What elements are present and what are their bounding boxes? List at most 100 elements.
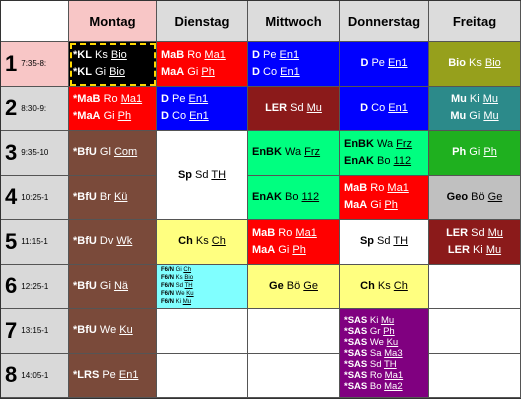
period-1: 1 7:35-8: bbox=[1, 42, 69, 87]
corner-cell bbox=[1, 1, 69, 42]
room: Ku bbox=[119, 324, 133, 337]
empty-slot[interactable] bbox=[429, 264, 521, 309]
lesson-line: *SAS Ki Mu bbox=[344, 315, 424, 326]
lesson-line: MaB Ro Ma1 bbox=[252, 225, 335, 242]
teacher: Wa bbox=[281, 146, 305, 159]
day-header-donnerstag[interactable]: Donnerstag bbox=[340, 1, 429, 42]
teacher: Co bbox=[168, 110, 190, 123]
room: Ph bbox=[383, 325, 395, 337]
lesson-do-4[interactable]: MaB Ro Ma1 MaA Gi Ph bbox=[340, 175, 429, 220]
lesson-line: LER Sd Mu bbox=[446, 225, 503, 242]
empty-slot[interactable] bbox=[429, 353, 521, 398]
lesson-mo-3[interactable]: *BfU Gl Com bbox=[69, 131, 157, 176]
lesson-fr-1[interactable]: Bio Ks Bio bbox=[429, 42, 521, 87]
teacher: Bö bbox=[283, 279, 304, 292]
teacher: Ro bbox=[100, 93, 121, 106]
lesson-line: Sp Sd TH bbox=[360, 233, 408, 250]
lesson-line: D Co En1 bbox=[252, 64, 335, 81]
period-time: 14:05-1 bbox=[21, 370, 49, 380]
room: 112 bbox=[301, 190, 320, 203]
subject: EnBK bbox=[344, 137, 374, 150]
subject: F6/N bbox=[161, 283, 175, 290]
teacher: Ki bbox=[367, 314, 381, 326]
lesson-do-7-8[interactable]: *SAS Ki Mu *SAS Gr Ph *SAS We Ku *SAS Sa Ma… bbox=[340, 309, 429, 398]
period-number: 3 bbox=[5, 139, 18, 165]
room: Frz bbox=[396, 137, 413, 150]
lesson-di-2[interactable]: D Pe En1 D Co En1 bbox=[157, 86, 248, 131]
subject: Mu bbox=[450, 110, 467, 123]
lesson-di-1[interactable]: MaB Ro Ma1 MaA Gi Ph bbox=[157, 42, 248, 87]
lesson-mi-5[interactable]: MaB Ro Ma1 MaA Gi Ph bbox=[248, 220, 340, 265]
day-header-dienstag[interactable]: Dienstag bbox=[157, 1, 248, 42]
teacher: Dv bbox=[96, 235, 117, 248]
lesson-line: *BfU Gl Com bbox=[73, 144, 152, 161]
lesson-mo-8[interactable]: *LRS Pe En1 bbox=[69, 353, 157, 398]
teacher: Sd bbox=[374, 235, 394, 248]
lesson-mo-1[interactable]: *KL Ks Bio *KL Gi Bio bbox=[69, 42, 157, 87]
lesson-di-3-4[interactable]: Sp Sd TH bbox=[157, 131, 248, 220]
empty-slot[interactable] bbox=[248, 353, 340, 398]
room: Ph bbox=[483, 146, 497, 159]
lesson-line: EnAK Bo 112 bbox=[252, 189, 335, 206]
room: En1 bbox=[279, 48, 300, 61]
teacher: Pe bbox=[368, 57, 388, 70]
empty-slot[interactable] bbox=[429, 309, 521, 354]
room: Nä bbox=[113, 279, 129, 292]
subject: D bbox=[161, 110, 169, 123]
day-header-freitag[interactable]: Freitag bbox=[429, 1, 521, 42]
teacher: Gi bbox=[100, 110, 118, 123]
period-number: 2 bbox=[5, 95, 18, 121]
teacher: Ks bbox=[374, 279, 394, 292]
subject: Bio bbox=[448, 57, 466, 70]
empty-slot[interactable] bbox=[157, 353, 248, 398]
lesson-do-6[interactable]: Ch Ks Ch bbox=[340, 264, 429, 309]
teacher: Ks bbox=[465, 57, 485, 70]
day-header-montag[interactable]: Montag bbox=[69, 1, 157, 42]
room: Bio bbox=[184, 275, 194, 282]
lesson-mi-4[interactable]: EnAK Bo 112 bbox=[248, 175, 340, 220]
lesson-mo-2[interactable]: *MaB Ro Ma1 *MaA Gi Ph bbox=[69, 86, 157, 131]
lesson-mi-6[interactable]: Ge Bö Ge bbox=[248, 264, 340, 309]
lesson-mo-7[interactable]: *BfU We Ku bbox=[69, 309, 157, 354]
lesson-fr-4[interactable]: Geo Bö Ge bbox=[429, 175, 521, 220]
subject: D bbox=[252, 65, 260, 78]
lesson-di-6[interactable]: F6/N Gi Ch F6/N Ks Bio F6/N Sd TH F6/N We K… bbox=[157, 264, 248, 309]
lesson-do-2[interactable]: D Co En1 bbox=[340, 86, 429, 131]
lesson-mo-5[interactable]: *BfU Dv Wk bbox=[69, 220, 157, 265]
teacher: We bbox=[174, 291, 187, 298]
room: Ch bbox=[183, 267, 192, 274]
teacher: Ro bbox=[367, 182, 388, 195]
lesson-line: MaA Gi Ph bbox=[161, 64, 243, 81]
room: TH bbox=[383, 358, 397, 370]
lesson-do-5[interactable]: Sp Sd TH bbox=[340, 220, 429, 265]
lesson-fr-3[interactable]: Ph Gi Ph bbox=[429, 131, 521, 176]
lesson-mi-2[interactable]: LER Sd Mu bbox=[248, 86, 340, 131]
lesson-do-1[interactable]: D Pe En1 bbox=[340, 42, 429, 87]
room: Ph bbox=[117, 110, 132, 123]
subject: *SAS bbox=[344, 358, 368, 370]
empty-slot[interactable] bbox=[157, 309, 248, 354]
subject: D bbox=[252, 48, 260, 61]
lesson-fr-5[interactable]: LER Sd Mu LER Ki Mu bbox=[429, 220, 521, 265]
lesson-line: D Co En1 bbox=[161, 108, 243, 125]
lesson-mi-1[interactable]: D Pe En1 D Co En1 bbox=[248, 42, 340, 87]
teacher: Ki bbox=[469, 243, 486, 256]
lesson-line: MaA Gi Ph bbox=[344, 197, 424, 214]
subject: MaB bbox=[161, 48, 185, 61]
room: Ge bbox=[487, 190, 503, 203]
subject: Geo bbox=[446, 190, 469, 203]
period-7: 7 13:15-1 bbox=[1, 309, 69, 354]
subject: *MaA bbox=[73, 110, 101, 123]
empty-slot[interactable] bbox=[248, 309, 340, 354]
lesson-do-3[interactable]: EnBK Wa Frz EnAK Bo 112 bbox=[340, 131, 429, 176]
lesson-mi-3[interactable]: EnBK Wa Frz bbox=[248, 131, 340, 176]
lesson-fr-2[interactable]: Mu Ki Mu Mu Gi Mu bbox=[429, 86, 521, 131]
lesson-mo-4[interactable]: *BfU Br Kü bbox=[69, 175, 157, 220]
lesson-line: Sp Sd TH bbox=[178, 167, 226, 184]
day-header-mittwoch[interactable]: Mittwoch bbox=[248, 1, 340, 42]
lesson-mo-6[interactable]: *BfU Gi Nä bbox=[69, 264, 157, 309]
lesson-di-5[interactable]: Ch Ks Ch bbox=[157, 220, 248, 265]
teacher: Gi bbox=[275, 243, 293, 256]
teacher: Bo bbox=[373, 154, 394, 167]
